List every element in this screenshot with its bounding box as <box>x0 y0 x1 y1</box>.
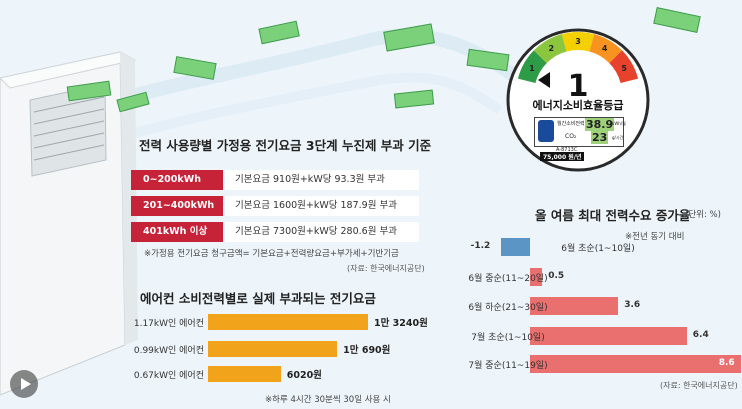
tier-row-label: 201~400kWh <box>131 196 223 216</box>
monthly-consumption-value: 38.9 <box>585 118 615 131</box>
energy-grade-value: 1 <box>568 69 589 104</box>
ac-category-label: 0.67kW인 에어컨 <box>133 371 204 381</box>
demand-category-label: 7월 중순(11~19일) <box>468 361 548 371</box>
demand-growth-bar <box>530 268 543 286</box>
gauge-segment-label: 2 <box>549 44 555 53</box>
co2-value: 23 <box>591 131 609 144</box>
co2-unit: g/시간 <box>612 135 624 140</box>
demand-chart-unit: (단위: %) <box>685 210 721 220</box>
demand-value-label: 8.6 <box>718 358 735 368</box>
gauge-segment <box>533 34 567 64</box>
model-number: A-8713C <box>556 147 578 153</box>
demand-value-label: -1.2 <box>470 241 491 251</box>
ac-cost-bar <box>208 366 281 382</box>
tier-row-desc: 기본요금 7300원+kW당 280.6원 부과 <box>225 222 419 242</box>
tier-row-label: 0~200kWh <box>131 170 223 190</box>
tier-row-label: 401kWh 이상 <box>131 222 223 242</box>
gauge-segment <box>517 50 547 84</box>
air-conditioner-illustration <box>0 51 138 396</box>
gauge-segment-label: 4 <box>602 44 608 53</box>
gauge-pointer-icon <box>538 72 550 88</box>
energy-grade-gauge: 1 2 3 4 5 1 <box>517 32 639 104</box>
ac-category-label: 0.99kW인 에어컨 <box>133 346 204 356</box>
demand-growth-bar <box>530 327 687 345</box>
demand-chart-source: (자료: 한국에너지공단) <box>660 381 738 390</box>
gauge-segment-label: 3 <box>575 37 581 46</box>
demand-category-label: 6월 초순(1~10일) <box>561 244 635 254</box>
demand-category-label: 6월 하순(21~30일) <box>468 303 548 313</box>
tier-row-desc: 기본요금 1600원+kW당 187.9원 부과 <box>225 196 419 216</box>
gauge-segment-label: 1 <box>529 64 535 73</box>
monthly-consumption-unit: kWh/월 <box>612 121 626 126</box>
demand-chart-subnote: ※전년 동기 대비 <box>625 232 685 242</box>
ac-cost-value-label: 1만 690원 <box>343 345 391 356</box>
ac-cost-value-label: 6020원 <box>286 370 322 381</box>
demand-growth-bar <box>500 238 530 256</box>
gauge-segment <box>609 50 639 84</box>
demand-category-label: 6월 중순(11~20일) <box>468 274 548 284</box>
energy-label-table: 월간소비전력량 38.9 kWh/월 CO₂ 23 g/시간 <box>534 117 626 147</box>
energy-label-title: 에너지소비효율등급 <box>532 99 624 112</box>
tier-table-source: (자료: 한국에너지공단) <box>347 264 425 273</box>
co2-label: CO₂ <box>565 133 577 140</box>
ac-category-label: 1.17kW인 에어컨 <box>133 319 204 329</box>
ac-chart-note: ※하루 4시간 30분씩 30일 사용 시 <box>265 395 391 405</box>
money-bills-illustration <box>66 7 701 113</box>
monthly-consumption-label: 월간소비전력량 <box>557 121 590 127</box>
play-icon <box>21 378 31 390</box>
ac-chart-title: 에어컨 소비전력별로 실제 부과되는 전기요금 <box>140 291 376 306</box>
demand-value-label: 3.6 <box>624 300 641 310</box>
demand-value-label: 6.4 <box>692 330 709 340</box>
play-button[interactable] <box>10 370 38 398</box>
annual-cost-badge: 75,000 원/년 <box>540 152 585 161</box>
ac-cost-value-label: 1만 3240원 <box>374 318 428 329</box>
billing-formula-note: ※가정용 전기요금 청구금액= 기본요금+전력량요금+부가세+기반기금 <box>144 249 399 259</box>
ac-cost-bar <box>208 341 338 357</box>
gauge-segment-label: 5 <box>621 64 627 73</box>
demand-growth-bar <box>530 355 741 373</box>
demand-category-label: 7월 초순(1~10일) <box>471 333 545 343</box>
kc-mark-icon <box>538 120 554 142</box>
gauge-segment <box>589 34 623 64</box>
tier-row-desc: 기본요금 910원+kW당 93.3원 부과 <box>225 170 419 190</box>
gauge-segment <box>561 32 595 52</box>
demand-chart-title: 올 여름 최대 전력수요 증가율 <box>535 208 691 223</box>
tier-table-title: 전력 사용량별 가정용 전기요금 3단계 누진제 부과 기준 <box>139 138 432 153</box>
ac-cost-bar <box>208 314 368 330</box>
demand-value-label: 0.5 <box>548 271 565 281</box>
demand-growth-bar <box>530 297 619 315</box>
